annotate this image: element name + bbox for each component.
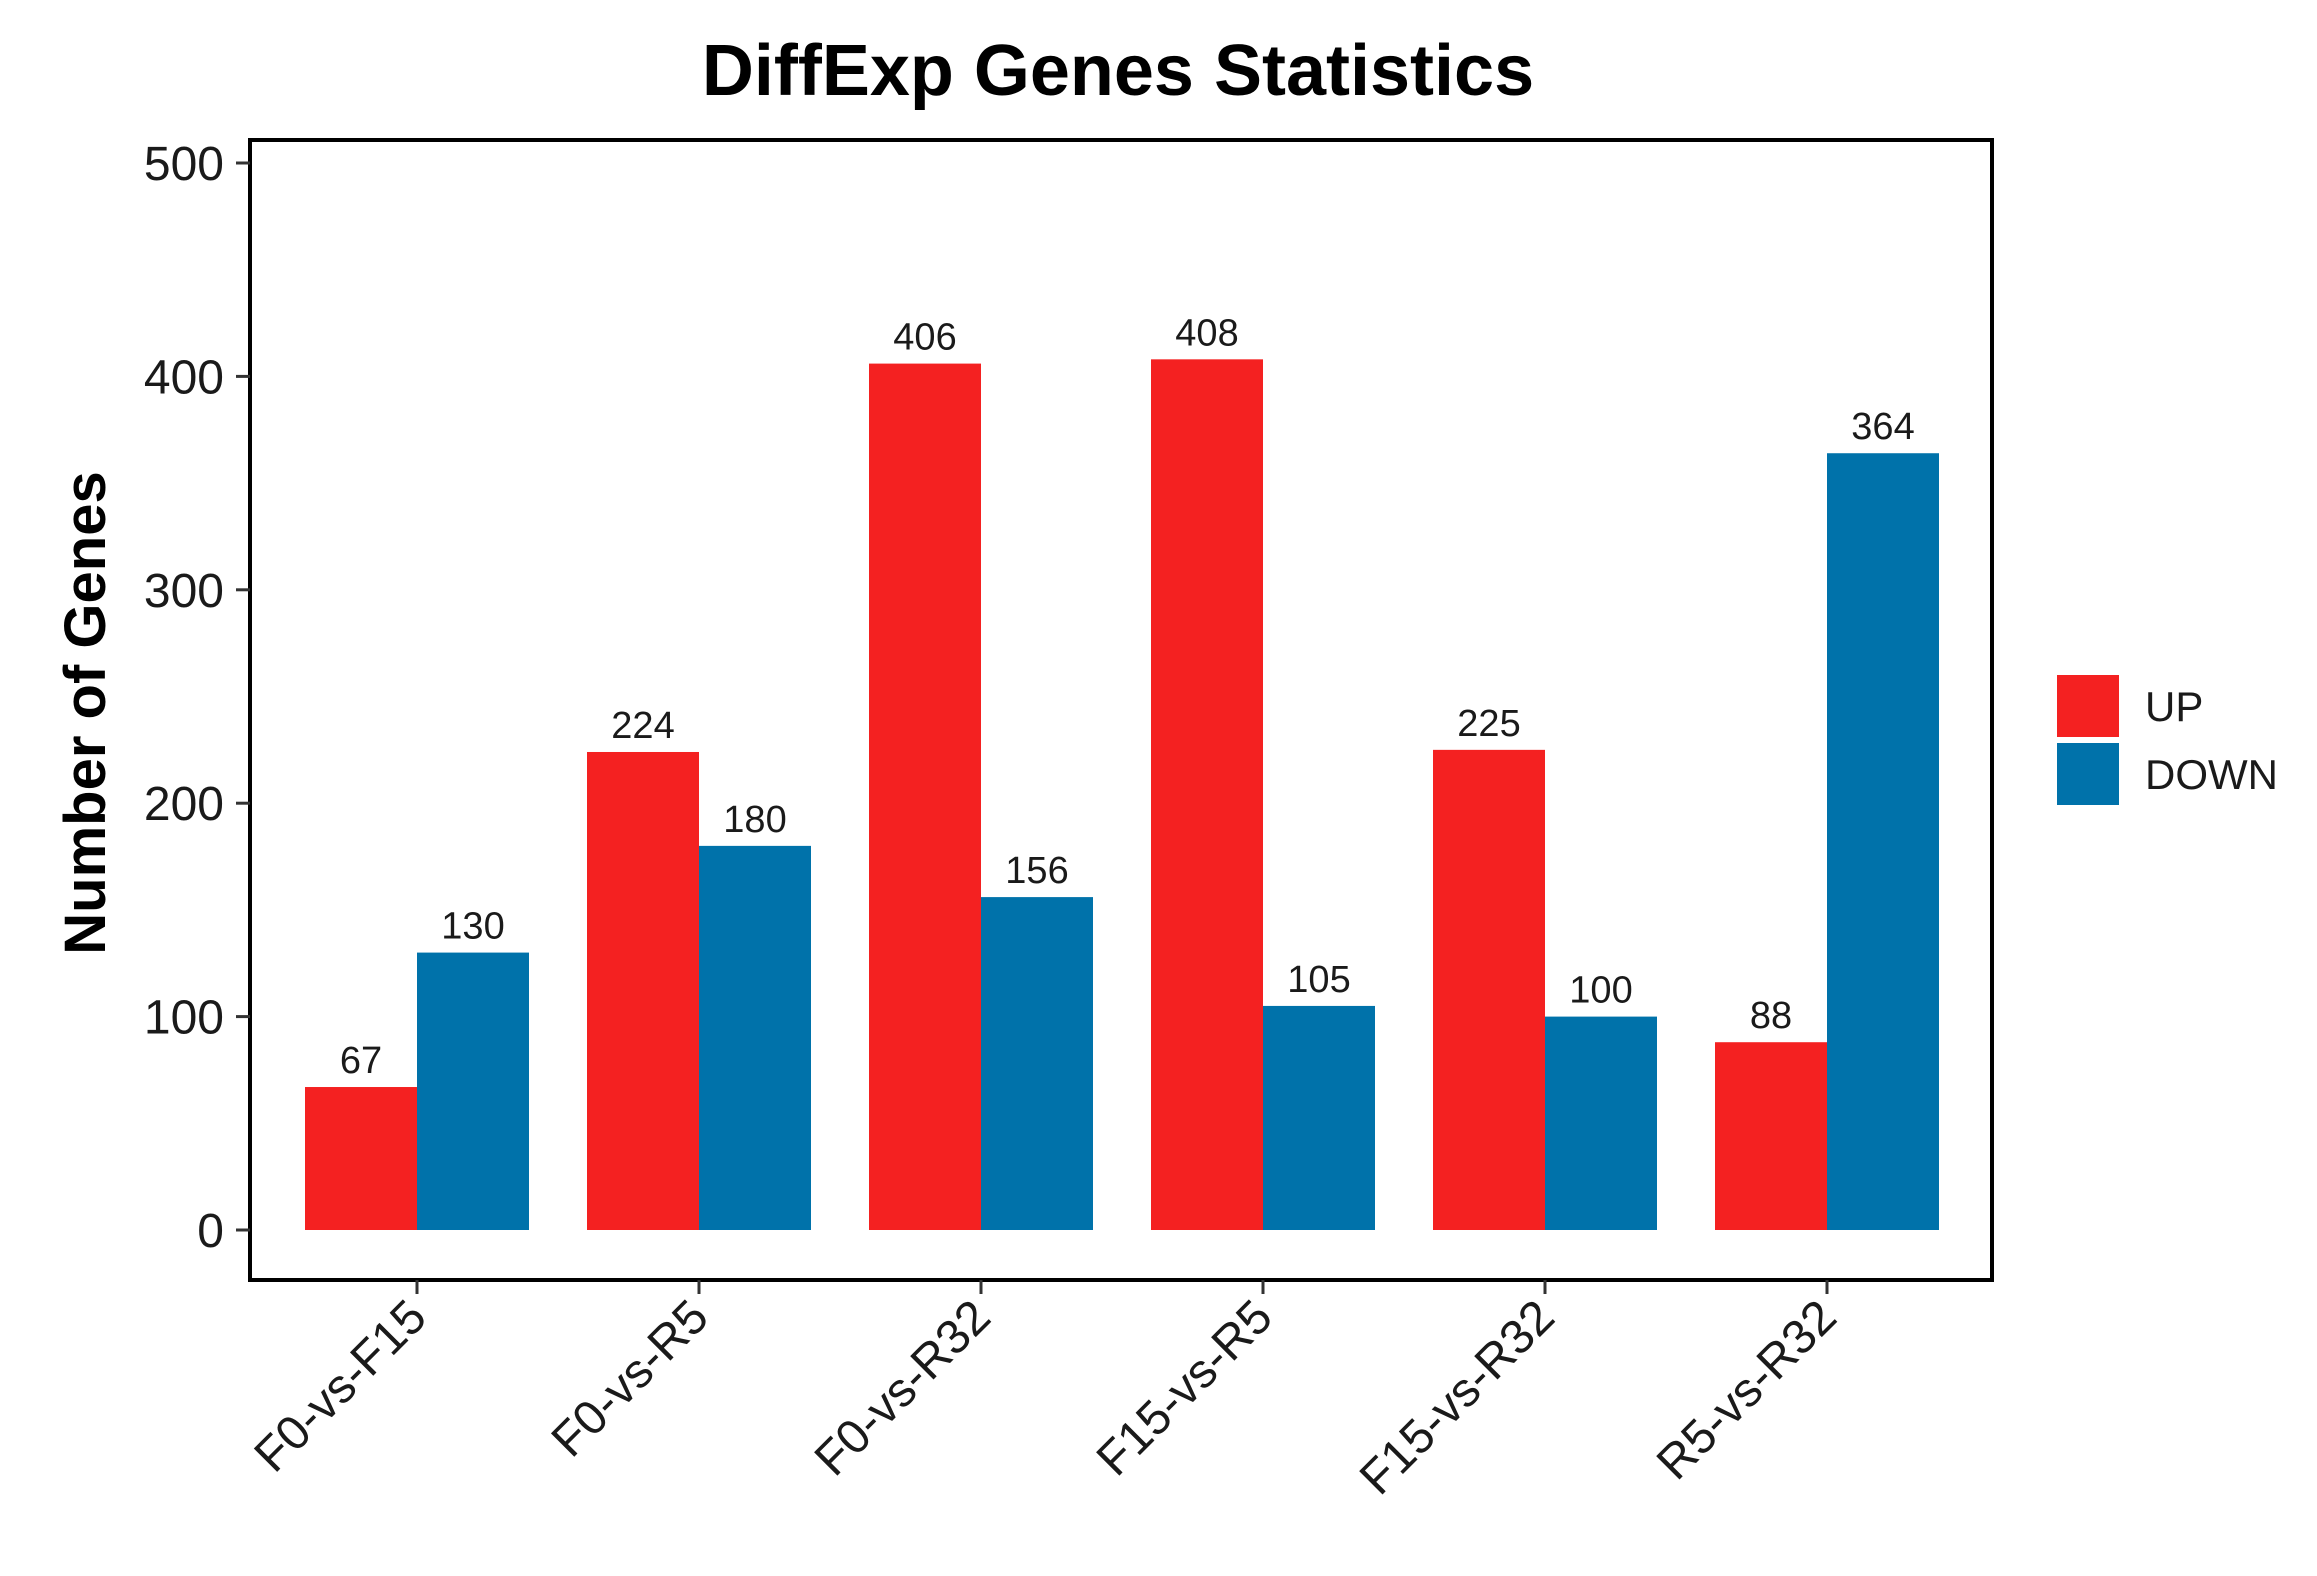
data-label: 100 bbox=[1569, 970, 1632, 1012]
chart-title: DiffExp Genes Statistics bbox=[702, 31, 1534, 111]
bar-up bbox=[1433, 749, 1545, 1230]
data-label: 88 bbox=[1750, 995, 1792, 1037]
bar-up bbox=[1715, 1042, 1827, 1230]
bar-down bbox=[981, 897, 1093, 1230]
data-label: 156 bbox=[1005, 850, 1068, 892]
x-tick-label: F0-vs-F15 bbox=[245, 1290, 437, 1482]
bars-layer: 67 130 224 180 406 156 408 105 225 100 88 364 bbox=[305, 312, 1939, 1230]
bar-up bbox=[1151, 359, 1263, 1230]
data-label: 406 bbox=[893, 317, 956, 359]
data-label: 364 bbox=[1851, 406, 1914, 448]
bar-down bbox=[417, 952, 529, 1230]
bar-down bbox=[699, 845, 811, 1230]
x-tick-label: F0-vs-R32 bbox=[805, 1290, 1001, 1486]
legend-swatch-down bbox=[2057, 743, 2119, 805]
data-label: 105 bbox=[1287, 959, 1350, 1001]
y-tick-label: 500 bbox=[144, 138, 224, 191]
bar-down bbox=[1827, 453, 1939, 1230]
x-tick-label: F0-vs-R5 bbox=[542, 1290, 719, 1467]
y-tick-label: 300 bbox=[144, 565, 224, 618]
data-label: 408 bbox=[1175, 312, 1238, 354]
y-tick-label: 400 bbox=[144, 351, 224, 404]
data-label: 224 bbox=[611, 705, 674, 747]
y-tick-label: 0 bbox=[197, 1205, 224, 1258]
legend-swatch-up bbox=[2057, 675, 2119, 737]
y-tick-label: 100 bbox=[144, 992, 224, 1045]
bar-up bbox=[869, 363, 981, 1230]
x-axis: F0-vs-F15 F0-vs-R5 F0-vs-R32 F15-vs-R5 F15-v… bbox=[245, 1280, 1847, 1505]
y-axis: 0 100 200 300 400 500 bbox=[144, 138, 250, 1258]
x-tick-label: R5-vs-R32 bbox=[1647, 1290, 1847, 1490]
plot-frame bbox=[248, 138, 1994, 1282]
x-tick-label: F15-vs-R5 bbox=[1087, 1290, 1283, 1486]
x-tick-label: F15-vs-R32 bbox=[1350, 1290, 1565, 1505]
bar-up bbox=[305, 1087, 417, 1230]
y-axis-title: Number of Genes bbox=[53, 471, 118, 954]
bar-down bbox=[1545, 1016, 1657, 1230]
data-label: 67 bbox=[340, 1040, 382, 1082]
y-tick-label: 200 bbox=[144, 778, 224, 831]
bar-up bbox=[587, 751, 699, 1230]
legend-label: DOWN bbox=[2145, 751, 2278, 798]
legend: UP DOWN bbox=[2057, 675, 2278, 805]
data-label: 180 bbox=[723, 799, 786, 841]
legend-label: UP bbox=[2145, 683, 2203, 730]
data-label: 225 bbox=[1457, 703, 1520, 745]
bar-down bbox=[1263, 1005, 1375, 1230]
data-label: 130 bbox=[441, 906, 504, 948]
